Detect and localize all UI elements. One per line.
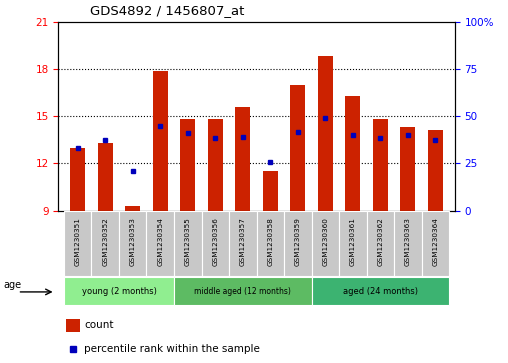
Bar	[284, 211, 311, 276]
Bar	[311, 277, 449, 305]
Text: GSM1230364: GSM1230364	[432, 217, 438, 266]
Bar	[373, 119, 388, 211]
Bar	[125, 206, 140, 211]
Text: age: age	[3, 280, 21, 290]
Bar	[422, 211, 449, 276]
Bar	[428, 130, 443, 211]
Bar	[67, 319, 80, 332]
Bar	[91, 211, 119, 276]
Text: GSM1230359: GSM1230359	[295, 217, 301, 266]
Bar	[263, 171, 278, 211]
Bar	[235, 107, 250, 211]
Bar	[339, 211, 367, 276]
Bar	[119, 211, 146, 276]
Bar	[174, 211, 202, 276]
Bar	[208, 119, 223, 211]
Bar	[174, 277, 311, 305]
Bar	[202, 211, 229, 276]
Bar	[311, 211, 339, 276]
Text: GSM1230355: GSM1230355	[185, 217, 190, 266]
Text: GSM1230361: GSM1230361	[350, 217, 356, 266]
Text: young (2 months): young (2 months)	[81, 287, 156, 296]
Bar	[153, 70, 168, 211]
Bar	[180, 119, 195, 211]
Text: middle aged (12 months): middle aged (12 months)	[195, 287, 291, 296]
Text: GSM1230358: GSM1230358	[267, 217, 273, 266]
Text: GDS4892 / 1456807_at: GDS4892 / 1456807_at	[90, 4, 244, 17]
Text: GSM1230353: GSM1230353	[130, 217, 136, 266]
Text: aged (24 months): aged (24 months)	[343, 287, 418, 296]
Bar	[367, 211, 394, 276]
Bar	[229, 211, 257, 276]
Text: GSM1230352: GSM1230352	[102, 217, 108, 266]
Bar	[146, 211, 174, 276]
Bar	[64, 277, 174, 305]
Text: GSM1230356: GSM1230356	[212, 217, 218, 266]
Bar	[64, 211, 91, 276]
Bar	[400, 127, 416, 211]
Bar	[70, 148, 85, 211]
Text: percentile rank within the sample: percentile rank within the sample	[84, 344, 260, 354]
Text: count: count	[84, 321, 114, 330]
Bar	[98, 143, 113, 211]
Text: GSM1230357: GSM1230357	[240, 217, 246, 266]
Bar	[257, 211, 284, 276]
Bar	[394, 211, 422, 276]
Text: GSM1230360: GSM1230360	[323, 217, 328, 266]
Bar	[290, 85, 305, 211]
Bar	[345, 96, 360, 211]
Text: GSM1230354: GSM1230354	[157, 217, 163, 266]
Text: GSM1230362: GSM1230362	[377, 217, 384, 266]
Text: GSM1230363: GSM1230363	[405, 217, 411, 266]
Bar	[318, 56, 333, 211]
Text: GSM1230351: GSM1230351	[75, 217, 81, 266]
